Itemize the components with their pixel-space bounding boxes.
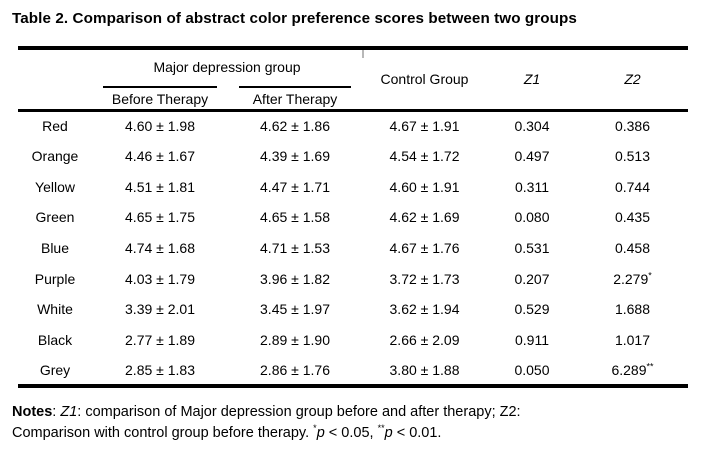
control-value-cell: 4.54 ± 1.72 — [389, 148, 460, 165]
significance-marker: * — [648, 270, 652, 281]
control-value-cell: 3.62 ± 1.94 — [389, 301, 460, 318]
comparison-table: Major depression group Control Group Z1 … — [18, 46, 688, 389]
control-value-cell: 3.72 ± 1.73 — [389, 270, 460, 287]
after-value-cell: 4.39 ± 1.69 — [260, 148, 330, 165]
spanner-underline — [238, 85, 352, 88]
control-value-cell: 4.62 ± 1.69 — [389, 209, 460, 226]
spanner-underline — [102, 85, 218, 88]
comparison-table-wrapper: Major depression group Control Group Z1 … — [18, 46, 688, 389]
after-value-cell: 4.62 ± 1.86 — [260, 118, 330, 135]
z1-value-cell: 0.531 — [514, 240, 550, 257]
after-value-cell: 4.71 ± 1.53 — [260, 240, 330, 257]
control-value-cell: 4.60 ± 1.91 — [389, 178, 460, 195]
row-label-cell: Purple — [34, 270, 76, 287]
before-value-cell: 2.77 ± 1.89 — [125, 332, 195, 349]
z1-value-cell: 0.311 — [515, 178, 549, 195]
significance-marker: ** — [646, 361, 654, 372]
before-value-cell: 4.51 ± 1.81 — [125, 178, 195, 195]
after-value-cell: 3.45 ± 1.97 — [260, 301, 330, 318]
table-row: Yellow 4.51 ± 1.81 4.47 ± 1.71 4.60 ± 1.… — [18, 171, 688, 202]
z1-header: Z1 — [487, 48, 577, 112]
z2-value-cell: 1.017 — [614, 332, 651, 349]
z2-value-cell: 2.279* — [613, 270, 652, 287]
z2-header: Z2 — [577, 48, 688, 112]
control-group-header: Control Group — [362, 48, 487, 112]
table-row: Red 4.60 ± 1.98 4.62 ± 1.86 4.67 ± 1.91 … — [18, 110, 688, 141]
before-value-cell: 4.03 ± 1.79 — [125, 270, 195, 287]
z2-value-cell: 0.458 — [614, 240, 651, 257]
z2-value-cell: 0.513 — [614, 148, 651, 165]
before-value-cell: 3.39 ± 2.01 — [125, 301, 195, 318]
before-value-cell: 2.85 ± 1.83 — [92, 355, 228, 389]
group-header-cell: Major depression group — [153, 59, 301, 75]
before-value-cell: 4.74 ± 1.68 — [125, 240, 195, 257]
before-value-cell: 4.46 ± 1.67 — [125, 148, 195, 165]
table-row: Grey 2.85 ± 1.83 2.86 ± 1.76 3.80 ± 1.88… — [18, 355, 688, 389]
z2-value-cell: 0.744 — [614, 178, 651, 195]
significance-marker: ** — [377, 423, 385, 434]
header-row-subcolumns: Before Therapy After Therapy — [18, 84, 688, 112]
z1-value-cell: 0.911 — [515, 332, 549, 349]
row-label-cell: Blue — [40, 240, 70, 257]
z1-value-cell: 0.080 — [514, 209, 550, 226]
table-body: Red 4.60 ± 1.98 4.62 ± 1.86 4.67 ± 1.91 … — [18, 110, 688, 389]
before-therapy-header: Before Therapy — [92, 84, 228, 112]
row-label-header-cell — [18, 48, 92, 112]
table-row: Blue 4.74 ± 1.68 4.71 ± 1.53 4.67 ± 1.76… — [18, 233, 688, 264]
before-value-cell: 4.60 ± 1.98 — [125, 118, 195, 135]
table-row: Black 2.77 ± 1.89 2.89 ± 1.90 2.66 ± 2.0… — [18, 325, 688, 356]
notes-line2-text: Comparison with control group before the… — [12, 425, 314, 442]
row-label-cell: Grey — [18, 355, 92, 389]
z1-value-cell: 0.050 — [487, 355, 577, 389]
notes-line1-text: : comparison of Major depression group b… — [77, 404, 521, 420]
after-value-cell: 2.89 ± 1.90 — [260, 332, 330, 349]
after-value-cell: 4.47 ± 1.71 — [260, 178, 330, 195]
notes-z1-term: Z1 — [60, 404, 78, 420]
z2-value-cell: 0.435 — [614, 209, 651, 226]
table-header: Major depression group Control Group Z1 … — [18, 48, 688, 112]
z1-value-cell: 0.304 — [514, 118, 550, 135]
table-row: Orange 4.46 ± 1.67 4.39 ± 1.69 4.54 ± 1.… — [18, 141, 688, 172]
row-label-cell: Yellow — [35, 178, 75, 195]
z1-value-cell: 0.529 — [514, 301, 550, 318]
header-row-spanner: Major depression group Control Group Z1 … — [18, 48, 688, 112]
row-label-cell: Red — [42, 118, 68, 135]
table-row: Green 4.65 ± 1.75 4.65 ± 1.58 4.62 ± 1.6… — [18, 202, 688, 233]
row-label-cell: Black — [37, 332, 73, 349]
row-label-cell: Green — [35, 209, 75, 226]
control-value-cell: 2.66 ± 2.09 — [389, 332, 460, 349]
control-value-cell: 3.80 ± 1.88 — [362, 355, 487, 389]
table-notes: Notes: Z1: comparison of Major depressio… — [12, 404, 521, 442]
z1-value-cell: 0.497 — [514, 148, 550, 165]
after-therapy-header: After Therapy — [228, 84, 362, 112]
control-value-cell: 4.67 ± 1.76 — [389, 240, 460, 257]
table-title: Table 2. Comparison of abstract color pr… — [12, 10, 577, 27]
after-value-cell: 3.96 ± 1.82 — [260, 270, 330, 287]
z2-value-cell: 1.688 — [614, 301, 651, 318]
row-label-cell: White — [37, 301, 73, 318]
table-row: White 3.39 ± 2.01 3.45 ± 1.97 3.62 ± 1.9… — [18, 294, 688, 325]
z2-value-cell: 0.386 — [614, 118, 651, 135]
after-value-cell: 4.65 ± 1.58 — [260, 209, 330, 226]
notes-label: Notes — [12, 404, 53, 420]
row-label-cell: Orange — [31, 148, 79, 165]
z1-value-cell: 0.207 — [514, 270, 550, 287]
significance-marker: * — [313, 423, 317, 434]
after-value-cell: 2.86 ± 1.76 — [228, 355, 362, 389]
before-value-cell: 4.65 ± 1.75 — [125, 209, 195, 226]
control-value-cell: 4.67 ± 1.91 — [389, 118, 460, 135]
z2-value-cell: 6.289** — [577, 355, 688, 389]
table-row: Purple 4.03 ± 1.79 3.96 ± 1.82 3.72 ± 1.… — [18, 263, 688, 294]
